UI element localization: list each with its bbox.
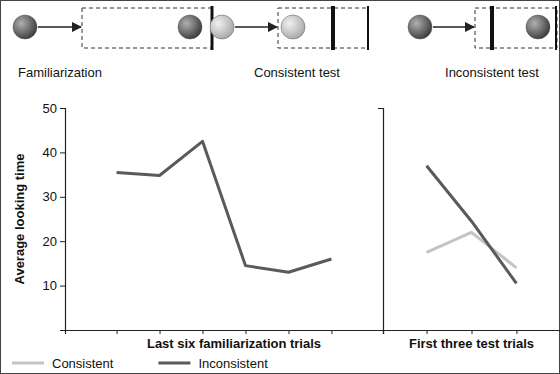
y-tick-mark	[60, 152, 65, 153]
diagram-label: Familiarization	[18, 65, 102, 80]
plot-area	[117, 141, 332, 272]
plot-area	[427, 166, 517, 284]
frame	[1, 1, 560, 374]
series-line	[427, 166, 517, 284]
y-tick-label: 30	[43, 189, 57, 204]
x-tick	[427, 330, 428, 334]
ball	[13, 15, 37, 39]
x-tick-mark	[160, 330, 161, 334]
legend-entry: Consistent	[12, 356, 114, 371]
y-tick-label: 40	[43, 145, 57, 160]
chart: 10 20 30 40 50 Last six familiarization trial…	[12, 101, 384, 351]
occluder-box	[475, 8, 557, 48]
y-tick-mark	[60, 197, 65, 198]
ball	[281, 15, 305, 39]
x-axis	[384, 330, 560, 334]
x-tick-mark	[331, 330, 332, 334]
ball	[408, 15, 432, 39]
x-tick	[516, 330, 517, 334]
y-tick: 30	[43, 189, 65, 204]
x-tick	[245, 330, 246, 334]
figure: Familiarization Consistent test Inconsiste…	[0, 0, 560, 374]
wall	[490, 6, 494, 50]
ball	[210, 15, 234, 39]
x-axis-title: First three test trials	[409, 336, 534, 351]
y-tick: 40	[43, 145, 65, 160]
legend-entry: Inconsistent	[158, 356, 268, 371]
y-axis-line	[60, 109, 66, 331]
arrow	[433, 26, 474, 28]
y-tick-label: 50	[43, 101, 57, 116]
x-tick-mark	[288, 330, 289, 334]
ball	[178, 15, 202, 39]
y-tick-mark	[60, 286, 65, 287]
x-tick-mark	[472, 330, 473, 334]
wall	[367, 6, 369, 50]
arrow	[38, 26, 81, 28]
x-axis-line	[384, 331, 560, 335]
x-tick-mark	[427, 330, 428, 334]
x-tick	[288, 330, 289, 334]
chart: First three test trials	[378, 109, 560, 352]
diagram-panel: Inconsistent test	[408, 6, 557, 80]
wall	[555, 6, 557, 50]
diagram-label: Inconsistent test	[445, 65, 539, 80]
y-tick: 10	[43, 278, 65, 293]
y-tick-mark	[60, 241, 65, 242]
occluder-box	[278, 8, 368, 48]
diagrams: Familiarization Consistent test Inconsiste…	[13, 6, 557, 80]
x-tick	[203, 330, 204, 334]
x-axis-title: Last six familiarization trials	[147, 336, 321, 351]
x-tick	[472, 330, 473, 334]
wall	[331, 6, 335, 50]
x-tick-mark	[117, 330, 118, 334]
y-tick-mark	[60, 108, 65, 109]
y-axis-line	[378, 109, 384, 331]
x-axis	[66, 330, 384, 334]
y-axis-title: Average looking time	[12, 154, 27, 285]
legend: Consistent Inconsistent	[12, 356, 268, 371]
x-tick	[160, 330, 161, 334]
ball	[526, 15, 550, 39]
diagram-label: Consistent test	[254, 65, 340, 80]
x-axis-line	[66, 331, 384, 335]
legend-swatch	[158, 362, 190, 365]
x-tick	[331, 330, 332, 334]
x-tick-mark	[245, 330, 246, 334]
legend-swatch	[12, 362, 44, 365]
x-tick	[117, 330, 118, 334]
y-axis: 10 20 30 40 50	[43, 101, 66, 331]
y-axis	[378, 109, 384, 331]
legend-label: Consistent	[52, 356, 114, 371]
y-tick: 50	[43, 101, 65, 116]
diagram-panel: Consistent test	[210, 6, 368, 80]
legend-label: Inconsistent	[198, 356, 268, 371]
diagram-panel: Familiarization	[13, 6, 212, 80]
x-tick-mark	[203, 330, 204, 334]
occluder-box	[82, 8, 212, 48]
y-tick-label: 10	[43, 278, 57, 293]
y-tick-label: 20	[43, 234, 57, 249]
x-tick-mark	[516, 330, 517, 334]
arrow	[235, 26, 277, 28]
y-tick: 20	[43, 234, 65, 249]
series-line	[117, 141, 332, 272]
